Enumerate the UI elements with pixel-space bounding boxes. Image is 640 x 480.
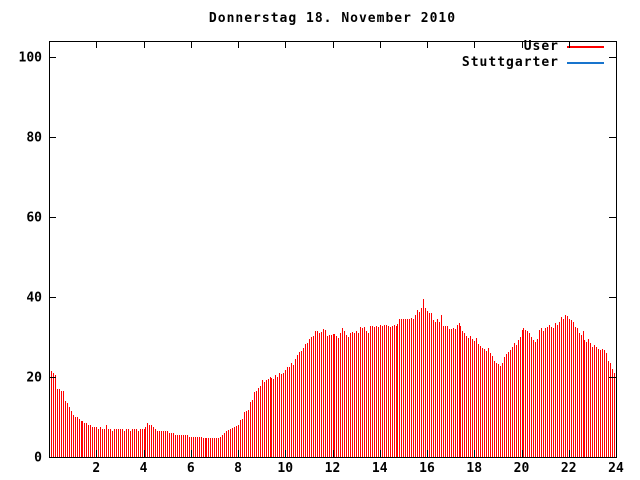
legend-item-user: User — [524, 40, 604, 53]
x-tick-label: 14 — [372, 461, 388, 476]
x-tick-label: 10 — [277, 461, 293, 476]
y-tick-label: 80 — [26, 131, 42, 146]
x-tick-label: 2 — [92, 461, 100, 476]
y-tick-label: 60 — [26, 211, 42, 226]
x-tick-label: 8 — [234, 461, 242, 476]
axis-ticks — [49, 41, 617, 458]
y-tick-label: 100 — [19, 51, 43, 66]
legend-label-user: User — [523, 39, 559, 54]
x-tick-label: 24 — [608, 461, 624, 476]
y-tick-label: 40 — [26, 291, 42, 306]
legend-line-sample-user — [567, 45, 604, 48]
y-axis-labels: 0 20 40 60 80 100 — [19, 51, 43, 466]
legend: User Stuttgarter — [462, 40, 604, 69]
bars-user — [51, 299, 615, 457]
x-axis-labels: 2 4 6 8 10 12 14 16 18 20 22 24 — [92, 461, 624, 476]
x-tick-label: 4 — [140, 461, 148, 476]
x-tick-label: 22 — [561, 461, 577, 476]
x-tick-label: 6 — [187, 461, 195, 476]
x-tick-label: 12 — [325, 461, 341, 476]
x-tick-label: 18 — [466, 461, 482, 476]
x-tick-label: 16 — [419, 461, 435, 476]
chart-title: Donnerstag 18. November 2010 — [208, 11, 457, 26]
y-tick-label: 0 — [34, 451, 42, 466]
legend-line-sample-stuttgarter — [567, 61, 604, 64]
legend-item-stuttgarter: Stuttgarter — [462, 56, 604, 69]
x-tick-label: 20 — [514, 461, 530, 476]
y-tick-label: 20 — [26, 371, 42, 386]
legend-label-stuttgarter: Stuttgarter — [461, 55, 559, 70]
